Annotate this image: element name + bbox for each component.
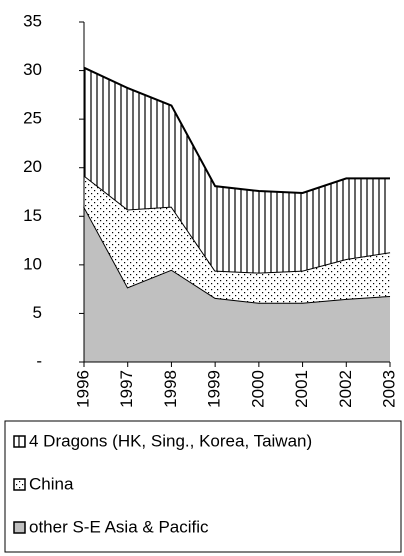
legend-box [4, 420, 402, 553]
legend-label: other S-E Asia & Pacific [29, 517, 209, 536]
legend-swatch [13, 435, 26, 448]
x-tick-label: 2003 [379, 370, 398, 408]
legend-swatch [13, 478, 26, 491]
y-tick-label: 25 [23, 109, 42, 128]
legend-label: China [29, 474, 74, 493]
x-tick-label: 2000 [248, 370, 267, 408]
x-tick-label: 1998 [161, 370, 180, 408]
y-tick-label: 20 [23, 157, 42, 176]
y-tick-label: 30 [23, 60, 42, 79]
area-edge [83, 66, 390, 194]
y-tick-label: 35 [23, 11, 42, 30]
x-tick-label: 2002 [336, 370, 355, 408]
x-tick-label: 2001 [292, 370, 311, 408]
legend-swatch [13, 521, 26, 534]
y-tick-label: 5 [33, 303, 42, 322]
area [84, 206, 390, 362]
y-tick-label: 15 [23, 206, 42, 225]
area [84, 67, 390, 273]
x-tick-label: 1996 [73, 370, 92, 408]
legend-label: 4 Dragons (HK, Sing., Korea, Taiwan) [29, 431, 312, 450]
y-tick-label: 10 [23, 254, 42, 273]
x-tick-label: 1997 [117, 370, 136, 408]
x-tick-label: 1999 [205, 370, 224, 408]
y-tick-label: - [36, 351, 42, 370]
